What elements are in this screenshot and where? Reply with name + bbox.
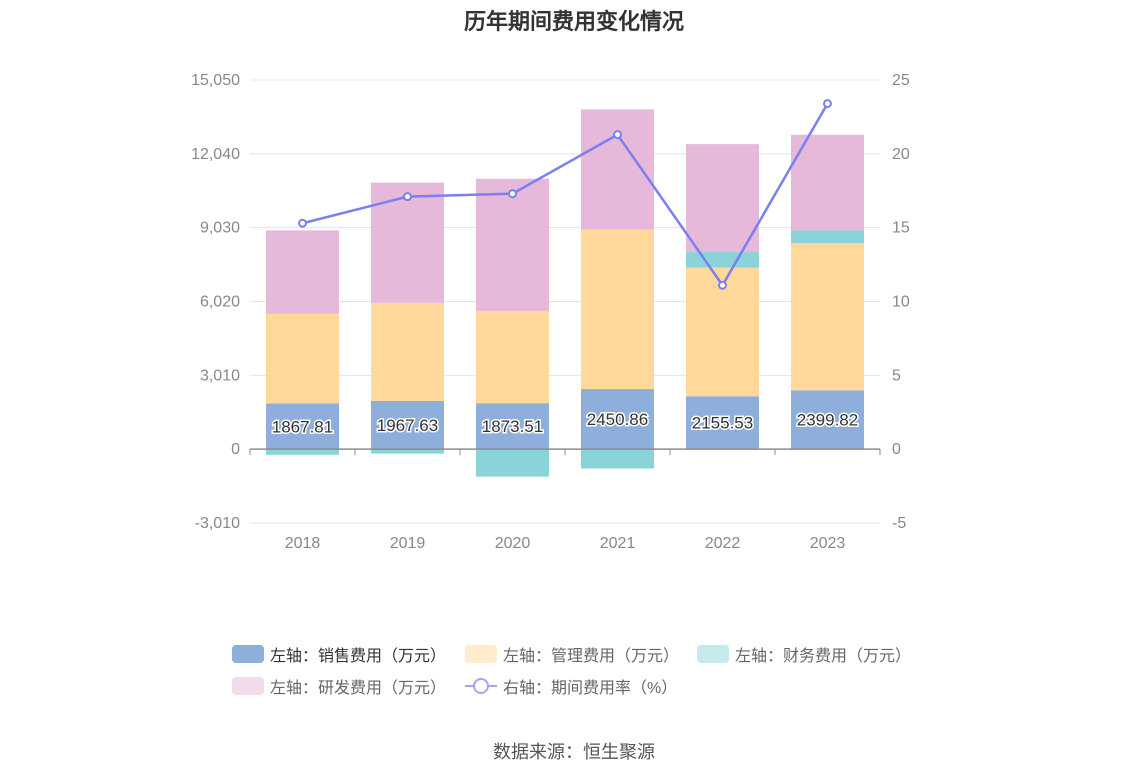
right-axis-tick-label: 10	[892, 294, 910, 311]
bar-segment-sales	[686, 396, 759, 450]
bar-segment-rd	[266, 230, 339, 314]
bar-data-label: 1873.51	[482, 417, 543, 436]
x-axis-tick-label: 2021	[600, 535, 636, 552]
bar-segment-sales	[266, 403, 339, 450]
x-axis-tick-label: 2020	[495, 535, 531, 552]
bar-segment-sales	[476, 403, 549, 450]
legend-swatch-finance	[697, 645, 729, 663]
legend-item-sales[interactable]: 左轴：销售费用（万元）	[232, 642, 446, 666]
legend-line-icon	[465, 677, 497, 695]
bar-segment-finance	[266, 449, 339, 455]
left-axis-tick-label: 12,040	[191, 146, 240, 163]
x-axis-tick-label: 2022	[705, 535, 741, 552]
bar-data-label: 2450.86	[587, 410, 648, 429]
x-axis-tick-label: 2023	[810, 535, 846, 552]
bar-data-label: 2155.53	[692, 414, 753, 433]
legend-swatch-rd	[232, 677, 264, 695]
legend-item-expense-rate[interactable]: 右轴：期间费用率（%）	[465, 674, 677, 698]
right-axis-tick-label: 25	[892, 72, 910, 89]
bar-segment-rd	[791, 134, 864, 231]
left-axis-tick-label: 0	[231, 441, 240, 458]
left-axis-tick-label: 3,010	[200, 367, 240, 384]
bar-segment-rd	[686, 144, 759, 253]
right-axis-tick-label: -5	[892, 515, 906, 532]
right-axis-tick-label: 20	[892, 146, 910, 163]
left-axis-tick-label: 6,020	[200, 294, 240, 311]
bar-data-label: 1867.81	[272, 417, 333, 436]
bar-segment-finance	[476, 449, 549, 477]
legend-item-admin[interactable]: 左轴：管理费用（万元）	[465, 642, 679, 666]
bar-segment-admin	[791, 243, 864, 391]
legend-label-rd: 左轴：研发费用（万元）	[270, 680, 447, 697]
expense-rate-point	[823, 99, 832, 109]
legend-item-rd[interactable]: 左轴：研发费用（万元）	[232, 674, 446, 698]
expense-rate-line	[302, 103, 829, 288]
legend-item-finance[interactable]: 左轴：财务费用（万元）	[697, 642, 911, 666]
legend-label-sales: 左轴：销售费用（万元）	[270, 648, 447, 665]
left-axis-tick-label: 9,030	[200, 220, 240, 237]
bar-segment-finance	[791, 230, 864, 244]
bar-segment-sales	[791, 390, 864, 450]
right-axis-tick-label: 5	[892, 367, 901, 384]
chart-title: 历年期间费用变化情况	[463, 9, 684, 34]
bar-data-label: 2399.82	[797, 411, 858, 430]
bar-segment-admin	[476, 311, 549, 404]
bar-segment-admin	[581, 229, 654, 390]
bar-segment-admin	[371, 302, 444, 401]
legend-swatch-sales	[232, 645, 264, 663]
bar-segment-finance	[686, 252, 759, 268]
right-axis-tick-label: 15	[892, 220, 910, 237]
legend-label-finance: 左轴：财务费用（万元）	[735, 648, 912, 665]
expense-rate-point	[403, 192, 412, 202]
bar-segment-sales	[581, 389, 654, 450]
left-axis-tick-label: -3,010	[195, 515, 240, 532]
x-axis-tick-label: 2019	[390, 535, 426, 552]
legend-label-expense-rate: 右轴：期间费用率（%）	[503, 680, 678, 697]
expense-rate-point	[508, 189, 517, 199]
legend-label-admin: 左轴：管理费用（万元）	[503, 648, 680, 665]
x-axis-tick-label: 2018	[285, 535, 321, 552]
data-source: 数据来源：恒生聚源	[493, 742, 655, 762]
bar-segment-rd	[476, 178, 549, 312]
expense-rate-point	[613, 130, 622, 140]
bar-segment-sales	[371, 400, 444, 450]
bar-segment-finance	[581, 449, 654, 469]
bar-segment-finance	[371, 449, 444, 454]
bar-data-label: 1967.63	[377, 416, 438, 435]
legend-swatch-admin	[465, 645, 497, 663]
expense-rate-point	[718, 280, 727, 290]
expense-rate-point	[298, 218, 307, 228]
right-axis-tick-label: 0	[892, 441, 901, 458]
bar-segment-admin	[266, 313, 339, 404]
left-axis-tick-label: 15,050	[191, 72, 240, 89]
